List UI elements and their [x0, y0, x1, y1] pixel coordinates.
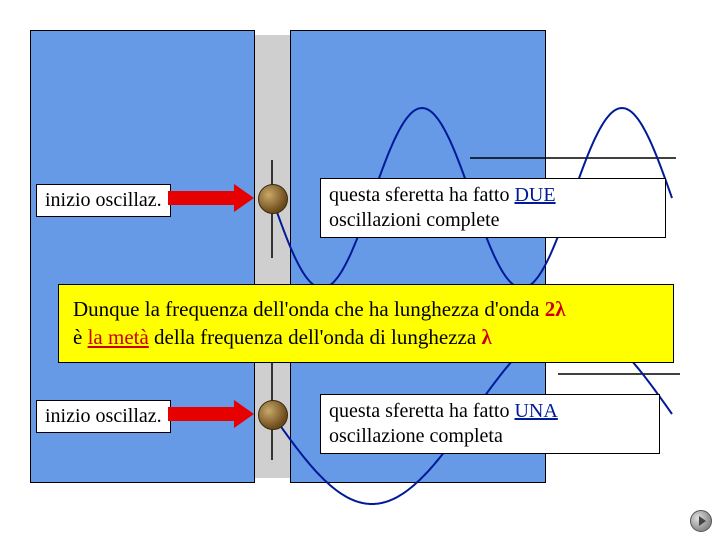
callout-emph: UNA [514, 400, 557, 422]
wave-bottom [0, 0, 720, 540]
banner-emph-meta: la metà [88, 325, 149, 349]
callout-text-line2: oscillazione completa [329, 425, 503, 447]
callout-bottom-right: questa sferetta ha fatto UNA oscillazion… [320, 394, 660, 454]
label-bottom-left-text: inizio oscillaz. [45, 405, 162, 427]
callout-text-line2: oscillazioni complete [329, 209, 500, 231]
callout-text: questa sferetta ha fatto [329, 184, 514, 206]
conclusion-banner: Dunque la frequenza dell'onda che ha lun… [58, 284, 674, 363]
banner-emph-2lambda: 2λ [545, 297, 566, 321]
banner-text: è [73, 325, 88, 349]
slide-canvas: inizio oscillaz. inizio oscillaz. questa… [0, 0, 720, 540]
sphere-bottom [258, 400, 288, 430]
callout-emph: DUE [514, 184, 555, 206]
label-top-left: inizio oscillaz. [36, 184, 171, 217]
banner-emph-lambda: λ [481, 325, 491, 349]
banner-text: della frequenza dell'onda di lunghezza [149, 325, 482, 349]
arrow-bottom-body [168, 407, 234, 421]
sphere-top [258, 184, 288, 214]
arrow-top-body [168, 191, 234, 205]
arrow-bottom-head [234, 400, 254, 428]
label-top-left-text: inizio oscillaz. [45, 189, 162, 211]
chevron-right-icon [699, 516, 706, 526]
next-slide-button[interactable] [690, 510, 712, 532]
callout-top-right: questa sferetta ha fatto DUE oscillazion… [320, 178, 666, 238]
arrow-top-head [234, 184, 254, 212]
callout-text: questa sferetta ha fatto [329, 400, 514, 422]
label-bottom-left: inizio oscillaz. [36, 400, 171, 433]
banner-text: Dunque la frequenza dell'onda che ha lun… [73, 297, 545, 321]
